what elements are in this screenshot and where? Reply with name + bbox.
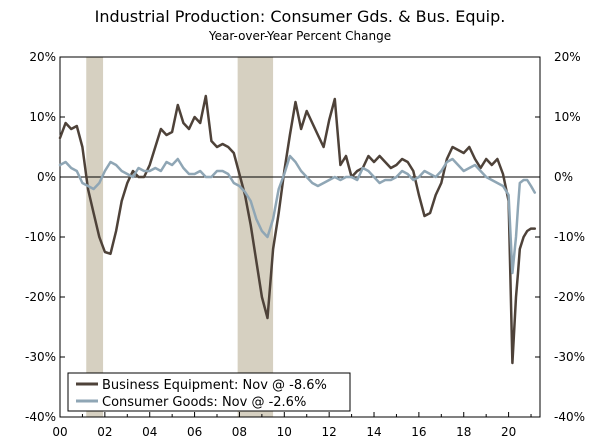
chart-subtitle: Year-over-Year Percent Change — [208, 29, 392, 43]
x-tick-label: 20 — [501, 425, 516, 439]
y-tick-label-left: -30% — [25, 350, 56, 364]
y-tick-label-left: -10% — [25, 230, 56, 244]
legend-box — [67, 372, 351, 412]
series-line-consumer-goods — [58, 154, 537, 275]
x-tick-label: 16 — [411, 425, 426, 439]
y-tick-label-right: 10% — [554, 110, 581, 124]
y-tick-label-left: 0% — [37, 170, 56, 184]
x-tick-label: 06 — [187, 425, 202, 439]
y-tick-label-right: 20% — [554, 50, 581, 64]
y-tick-label-right: 0% — [554, 170, 573, 184]
y-tick-label-left: 10% — [29, 110, 56, 124]
x-tick-label: 12 — [322, 425, 337, 439]
x-tick-label: 02 — [97, 425, 112, 439]
recession-band — [86, 57, 104, 417]
y-tick-label-left: -20% — [25, 290, 56, 304]
chart-title: Industrial Production: Consumer Gds. & B… — [94, 7, 506, 26]
x-tick-label: 04 — [142, 425, 157, 439]
x-tick-label: 08 — [232, 425, 247, 439]
x-tick-label: 00 — [52, 425, 67, 439]
x-tick-label: 14 — [366, 425, 381, 439]
y-tick-label-right: -40% — [554, 410, 585, 424]
plot-frame — [59, 56, 541, 418]
legend-label: Consumer Goods: Nov @ -2.6% — [102, 395, 306, 410]
x-tick-label: 18 — [456, 425, 471, 439]
y-tick-label-right: -20% — [554, 290, 585, 304]
y-tick-label-right: -10% — [554, 230, 585, 244]
y-tick-label-left: 20% — [29, 50, 56, 64]
legend-label: Business Equipment: Nov @ -8.6% — [102, 378, 327, 393]
series-line-business-equipment — [58, 94, 537, 365]
y-tick-label-right: -30% — [554, 350, 585, 364]
y-tick-label-left: -40% — [25, 410, 56, 424]
x-tick-label: 10 — [277, 425, 292, 439]
